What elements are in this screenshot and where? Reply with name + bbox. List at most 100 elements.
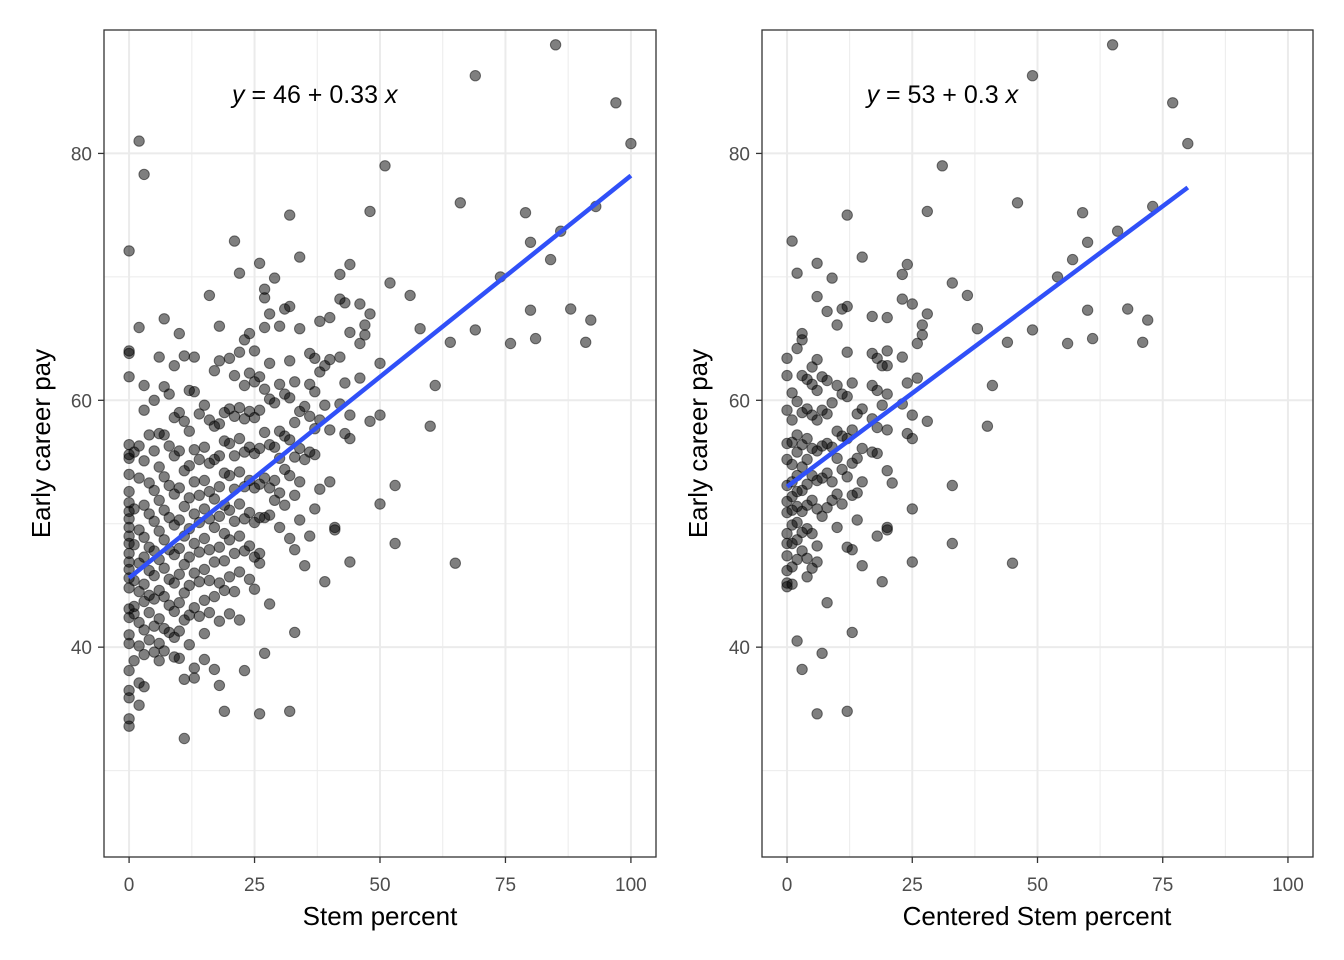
data-point <box>173 406 186 419</box>
data-point <box>1081 236 1094 249</box>
data-point <box>268 397 281 409</box>
data-point <box>223 352 236 364</box>
data-point <box>253 257 266 269</box>
data-point <box>228 450 241 462</box>
data-point <box>183 639 196 651</box>
data-point <box>831 319 843 331</box>
panel-right: 0 25 50 75 100 40 60 80 Centered Stem percent Ear… <box>683 29 1314 931</box>
data-point <box>906 298 918 310</box>
data-point <box>811 540 823 552</box>
data-point <box>188 351 201 363</box>
data-point <box>344 326 356 339</box>
data-point <box>389 537 401 550</box>
data-point <box>284 392 296 404</box>
data-point <box>138 404 150 416</box>
data-point <box>138 578 150 590</box>
data-point <box>1011 197 1024 209</box>
data-point <box>826 476 838 488</box>
data-point <box>1111 225 1124 237</box>
data-point <box>826 397 838 409</box>
data-point <box>1026 324 1039 336</box>
data-point <box>359 329 371 341</box>
data-point <box>193 576 206 588</box>
data-point <box>314 315 326 327</box>
data-point <box>309 503 321 515</box>
data-point <box>173 568 186 580</box>
data-point <box>786 578 798 590</box>
data-point <box>519 207 532 219</box>
data-point <box>198 627 211 640</box>
data-point <box>389 479 401 492</box>
data-point <box>851 487 863 499</box>
data-point <box>429 379 441 392</box>
x-tick-label: 50 <box>369 875 390 896</box>
data-point <box>801 478 813 490</box>
data-point <box>258 321 271 334</box>
data-point <box>565 303 577 315</box>
data-point <box>284 532 296 545</box>
data-point <box>781 352 793 364</box>
data-point <box>806 494 818 506</box>
data-point <box>213 541 226 553</box>
data-point <box>1081 304 1094 316</box>
data-point <box>158 645 170 657</box>
data-point <box>324 311 336 324</box>
data-point <box>791 429 803 441</box>
data-point <box>193 489 206 501</box>
data-point <box>213 679 226 692</box>
data-point <box>273 521 286 534</box>
data-point <box>811 384 823 397</box>
data-point <box>856 403 868 415</box>
data-point <box>284 300 296 313</box>
data-point <box>469 70 481 82</box>
data-point <box>856 442 868 455</box>
regression-equation: y = 53 + 0.3 x <box>865 81 1020 109</box>
x-tick-label: 0 <box>124 875 135 896</box>
data-point <box>178 673 191 685</box>
data-point <box>183 579 196 592</box>
data-point <box>198 441 211 453</box>
data-point <box>233 566 246 578</box>
data-point <box>173 652 186 664</box>
data-point <box>871 530 883 542</box>
data-point <box>173 597 186 609</box>
data-point <box>253 404 266 416</box>
data-point <box>198 653 211 666</box>
data-point <box>178 732 191 745</box>
data-point <box>344 409 356 421</box>
data-point <box>263 509 276 521</box>
data-point <box>1122 303 1134 315</box>
data-point <box>906 556 918 568</box>
data-point <box>374 498 386 510</box>
data-point <box>801 571 813 583</box>
data-point <box>268 474 281 487</box>
data-point <box>339 377 351 389</box>
data-point <box>243 367 256 379</box>
x-tick-label: 0 <box>782 875 793 896</box>
data-point <box>138 455 150 467</box>
data-point <box>223 437 236 450</box>
data-point <box>294 323 306 335</box>
data-point <box>856 251 868 263</box>
data-point <box>268 272 281 284</box>
data-point <box>821 374 833 387</box>
data-point <box>841 300 853 313</box>
data-point <box>138 681 150 693</box>
y-axis-title: Early career pay <box>26 349 56 538</box>
data-point <box>294 476 306 488</box>
data-point <box>449 557 461 569</box>
data-point <box>916 329 928 341</box>
data-point <box>841 390 853 403</box>
data-point <box>936 160 948 172</box>
data-point <box>791 395 803 408</box>
data-point <box>133 472 145 484</box>
data-point <box>856 560 868 572</box>
data-point <box>364 415 376 427</box>
data-point <box>208 493 221 505</box>
data-point <box>831 488 843 500</box>
data-point <box>178 350 191 362</box>
x-axis-title: Centered Stem percent <box>903 901 1173 931</box>
y-tick-label: 80 <box>71 144 92 165</box>
data-point <box>153 613 165 625</box>
data-point <box>183 460 196 472</box>
